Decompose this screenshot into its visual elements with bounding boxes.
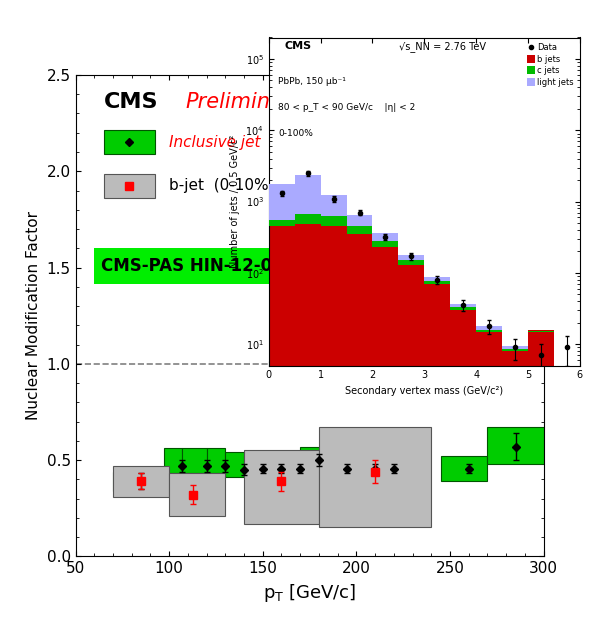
Bar (425, 281, 450, 284)
Bar (399, 260, 425, 265)
Text: √s_NN = 2.76 TeV: √s_NN = 2.76 TeV (399, 41, 486, 52)
Bar (104, 174, 155, 198)
Y-axis label: Nuclear Modification Factor: Nuclear Modification Factor (26, 211, 41, 420)
Bar (225, 452, 244, 478)
Bar (399, 254, 425, 260)
Bar (373, 247, 399, 416)
Bar (425, 277, 450, 281)
Bar (104, 131, 155, 154)
Bar (295, 175, 321, 214)
Bar (450, 308, 476, 310)
Bar (295, 214, 321, 224)
X-axis label: Secondary vertex mass (GeV/c²): Secondary vertex mass (GeV/c²) (345, 386, 503, 396)
Bar (319, 428, 431, 528)
Y-axis label: Number of jets / 0.5 GeV/c²: Number of jets / 0.5 GeV/c² (230, 135, 240, 268)
Bar (476, 329, 502, 416)
Bar (321, 195, 347, 216)
Bar (347, 234, 373, 416)
Text: Inclusive jet: Inclusive jet (169, 135, 260, 150)
Bar (263, 456, 281, 476)
Bar (502, 346, 528, 349)
Bar (373, 233, 399, 241)
Bar (321, 216, 347, 226)
Bar (113, 471, 164, 491)
Bar (169, 474, 225, 516)
Bar (399, 264, 425, 416)
Bar (207, 449, 225, 474)
Bar (347, 226, 373, 234)
Bar (182, 449, 207, 474)
Bar (554, 371, 580, 372)
Bar (554, 366, 580, 416)
Bar (269, 226, 295, 416)
Bar (441, 456, 487, 481)
Bar (528, 329, 554, 416)
Bar (244, 451, 319, 524)
Bar (164, 449, 182, 474)
Bar (281, 456, 300, 476)
Text: PbPb, 150 μb⁻¹: PbPb, 150 μb⁻¹ (278, 77, 346, 86)
Text: Preliminary: Preliminary (185, 92, 304, 112)
Bar (502, 349, 528, 351)
Text: 80 < p_T < 90 GeV/c    |η| < 2: 80 < p_T < 90 GeV/c |η| < 2 (278, 103, 416, 112)
Bar (329, 456, 356, 476)
Bar (269, 184, 295, 220)
Bar (300, 446, 329, 468)
X-axis label: p$_{\rm T}$ [GeV/c]: p$_{\rm T}$ [GeV/c] (263, 582, 356, 604)
Bar (450, 309, 476, 416)
Bar (476, 329, 502, 332)
Bar (476, 326, 502, 329)
Legend: Data, b jets, c jets, light jets: Data, b jets, c jets, light jets (525, 42, 576, 89)
Bar (347, 215, 373, 226)
Bar (450, 304, 476, 308)
Text: 0-100%: 0-100% (278, 129, 313, 138)
Text: CMS: CMS (104, 92, 158, 112)
Bar (244, 456, 263, 476)
Bar (373, 241, 399, 247)
Bar (425, 284, 450, 416)
Text: 150 μb⁻¹ (PbPb 2.76 TeV): 150 μb⁻¹ (PbPb 2.76 TeV) (369, 59, 544, 72)
Text: b-jet  (0-10%): b-jet (0-10%) (169, 178, 275, 193)
Bar (502, 348, 528, 416)
Text: CMS-PAS HIN-12-004: CMS-PAS HIN-12-004 (101, 257, 295, 275)
Text: CMS: CMS (284, 41, 312, 51)
Bar (321, 226, 347, 416)
Bar (356, 456, 375, 476)
Bar (487, 428, 544, 464)
Bar (94, 248, 314, 284)
Bar (269, 220, 295, 226)
Bar (375, 456, 394, 476)
Bar (295, 224, 321, 416)
Bar (113, 466, 169, 497)
